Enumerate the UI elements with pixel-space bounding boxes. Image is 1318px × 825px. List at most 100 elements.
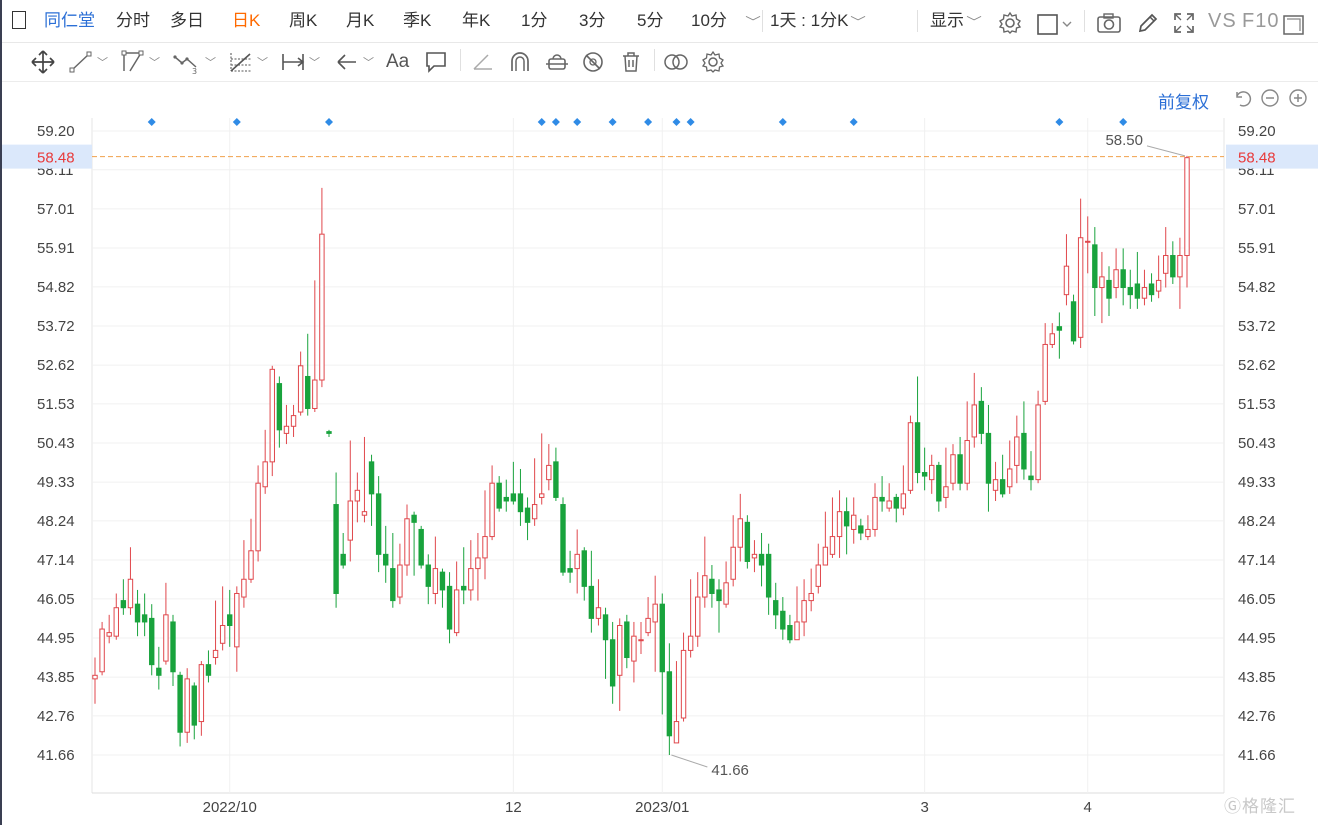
y-tick-label-right: 46.05	[1238, 591, 1276, 608]
candle	[489, 465, 495, 541]
candle	[546, 444, 552, 491]
delete-drawings-tool[interactable]	[618, 49, 644, 75]
vs-compare-button[interactable]: VS	[1208, 10, 1237, 32]
candle-body	[503, 496, 509, 502]
chart-settings-tool[interactable]	[700, 49, 726, 75]
tab-5min[interactable]: 5分	[637, 11, 664, 30]
candle	[113, 593, 119, 640]
adjust-mode-button[interactable]: 前复权	[1158, 93, 1209, 112]
y-tick-label-left: 47.14	[37, 552, 75, 569]
overlap-circles-icon	[664, 54, 688, 70]
event-marker-icon	[325, 118, 333, 126]
y-tick-label-right: 52.62	[1238, 357, 1276, 374]
candle	[907, 415, 914, 494]
candle	[361, 436, 368, 523]
candle-body	[978, 400, 985, 434]
candle-body	[617, 625, 623, 676]
candle-body	[163, 614, 169, 662]
candle	[92, 657, 98, 704]
candle	[517, 468, 524, 526]
tab-yearly-k[interactable]: 年K	[462, 11, 491, 30]
sidebar-toggle-icon[interactable]	[12, 11, 26, 29]
tab-1min[interactable]: 1分	[521, 11, 548, 30]
zoom-in-icon[interactable]	[1288, 88, 1308, 108]
tab-quarterly-k[interactable]: 季K	[403, 11, 432, 30]
candle-body	[156, 667, 162, 676]
divider	[762, 10, 763, 32]
candle-body	[773, 600, 779, 616]
candle-body	[99, 628, 105, 673]
candle-body	[340, 553, 346, 566]
candle-body	[120, 600, 127, 609]
candle	[865, 515, 871, 541]
tab-3min[interactable]: 3分	[579, 11, 606, 30]
arrow-tool[interactable]: ﹀	[334, 49, 374, 75]
zoom-out-icon[interactable]	[1260, 88, 1280, 108]
stock-name[interactable]: 同仁堂	[44, 11, 95, 30]
candle-body	[1007, 468, 1013, 488]
candle-body	[936, 464, 942, 502]
tab-multi-day[interactable]: 多日	[170, 11, 204, 30]
settings-gear-icon[interactable]	[998, 9, 1022, 34]
magnet-tool[interactable]	[507, 49, 533, 75]
display-menu[interactable]: 显示 ﹀	[930, 0, 982, 42]
candle-body	[1113, 269, 1119, 289]
layout-menu[interactable]	[1037, 10, 1077, 35]
divider	[460, 49, 461, 71]
candle-body	[390, 568, 396, 602]
candle	[992, 461, 999, 501]
candle	[1127, 269, 1133, 309]
tab-intraday[interactable]: 分时	[116, 11, 150, 30]
y-tick-label-left: 59.20	[37, 123, 75, 140]
y-tick-label-left: 51.53	[37, 396, 75, 413]
candle-body	[354, 489, 361, 502]
polyline-tool[interactable]: ﹀	[120, 49, 160, 75]
candle	[624, 614, 630, 669]
candle-body	[312, 379, 318, 409]
measure-tool[interactable]: ﹀	[280, 49, 320, 75]
hide-drawings-tool[interactable]	[580, 49, 606, 75]
fib-tool[interactable]: ﹀	[228, 49, 268, 75]
candle-body	[113, 607, 119, 637]
candle	[127, 547, 134, 615]
fullscreen-icon[interactable]	[1172, 9, 1196, 33]
candle-body	[602, 614, 609, 641]
angle-tool[interactable]	[470, 49, 496, 75]
candle	[645, 597, 651, 637]
tab-10min[interactable]: 10分	[691, 11, 727, 30]
pencil-icon[interactable]	[1136, 9, 1160, 33]
camera-icon[interactable]	[1096, 9, 1122, 33]
candle-body	[829, 536, 836, 555]
lock-tool[interactable]	[544, 49, 570, 75]
compare-tool[interactable]	[662, 49, 690, 75]
candle-body	[865, 528, 871, 538]
move-tool[interactable]	[30, 49, 56, 75]
event-marker-icon	[686, 118, 695, 126]
trendline-tool[interactable]: ﹀	[68, 49, 108, 75]
candle-body	[695, 596, 701, 637]
comment-bubble-icon	[426, 52, 446, 73]
candle-body	[1184, 157, 1190, 257]
f10-button[interactable]: F10	[1242, 10, 1280, 32]
wave-tool[interactable]: 3 ﹀	[172, 49, 216, 75]
tab-daily-k[interactable]: 日K	[232, 11, 261, 30]
candle-body	[453, 589, 460, 634]
reset-icon[interactable]	[1232, 88, 1252, 108]
note-tool[interactable]	[423, 49, 449, 75]
candle-body	[1170, 255, 1176, 278]
candle	[595, 579, 602, 626]
tab-monthly-k[interactable]: 月K	[346, 11, 375, 30]
candle-body	[297, 365, 304, 413]
candle	[1099, 251, 1105, 324]
candle	[609, 621, 616, 704]
candle-body	[1092, 244, 1098, 289]
more-periods-button[interactable]: ﹀	[743, 0, 761, 42]
tab-weekly-k[interactable]: 周K	[289, 11, 318, 30]
candle-body	[907, 422, 914, 491]
y-tick-label-left: 48.24	[37, 513, 75, 530]
candle	[999, 454, 1006, 498]
interval-select[interactable]: 1天 : 1分K ﹀	[770, 0, 866, 42]
text-tool[interactable]: Aa	[386, 49, 409, 75]
restore-window-icon[interactable]	[1282, 10, 1306, 35]
